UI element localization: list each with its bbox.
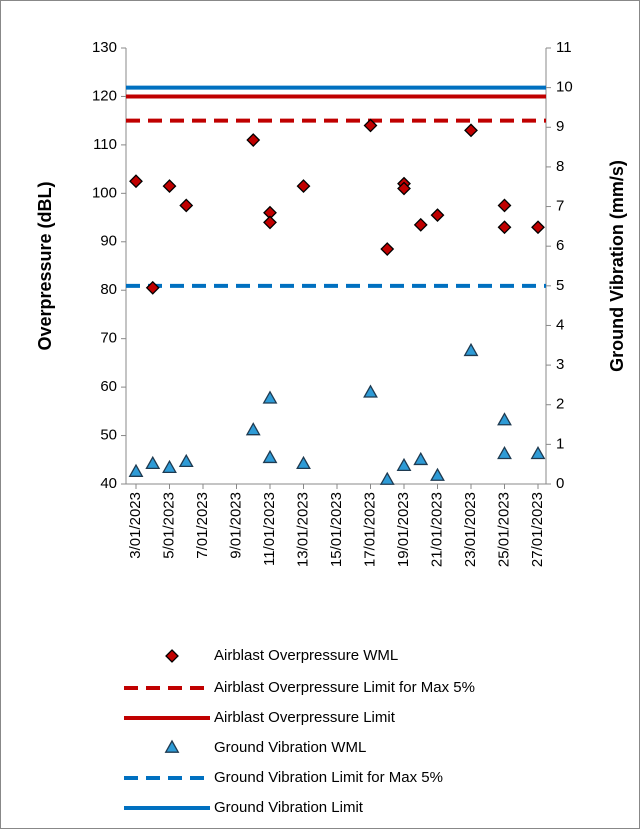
x-tick-label: 5/01/2023	[160, 492, 177, 559]
data-point	[162, 459, 177, 473]
x-tick-label: 7/01/2023	[194, 492, 211, 559]
data-point	[531, 220, 545, 235]
legend-label: Ground Vibration WML	[214, 739, 366, 756]
data-point	[397, 181, 411, 196]
x-tick-label: 23/01/2023	[462, 492, 479, 567]
x-tick-label: 17/01/2023	[361, 492, 378, 567]
x-tick-label: 3/01/2023	[127, 492, 144, 559]
x-tick-label: 25/01/2023	[495, 492, 512, 567]
data-point	[497, 198, 512, 213]
x-tick-label: 19/01/2023	[395, 492, 412, 567]
data-point	[246, 133, 261, 147]
y2-tick-label: 4	[556, 316, 564, 333]
data-point	[413, 451, 429, 466]
y2-tick-label: 10	[556, 79, 573, 96]
data-point	[129, 174, 143, 189]
y-tick-label: 110	[93, 136, 117, 153]
legend-label: Airblast Overpressure Limit	[214, 709, 396, 726]
y2-tick-label: 11	[556, 39, 572, 56]
data-point	[380, 242, 395, 256]
y2-tick-label: 5	[556, 277, 564, 294]
data-point	[162, 179, 177, 193]
y2-tick-label: 2	[556, 396, 564, 413]
y2-axis-title: Ground Vibration (mm/s)	[607, 160, 627, 372]
legend-marker	[164, 739, 180, 753]
data-point	[178, 453, 194, 468]
data-point	[245, 422, 261, 436]
y2-tick-label: 7	[556, 198, 564, 215]
y2-tick-label: 3	[556, 356, 564, 373]
data-point	[145, 455, 161, 470]
data-point	[179, 198, 194, 213]
y-tick-label: 80	[100, 281, 117, 298]
x-tick-label: 21/01/2023	[428, 492, 445, 567]
legend-label: Airblast Overpressure WML	[214, 647, 398, 664]
data-point	[363, 118, 378, 133]
data-point	[379, 471, 395, 485]
legend-label: Ground Vibration Limit	[214, 799, 364, 816]
data-point	[530, 445, 546, 460]
legend-label: Airblast Overpressure Limit for Max 5%	[214, 679, 475, 696]
y-tick-label: 40	[100, 475, 117, 492]
y2-tick-label: 0	[556, 475, 564, 492]
data-point	[396, 457, 412, 472]
y-tick-label: 130	[92, 39, 117, 56]
x-tick-label: 15/01/2023	[328, 492, 345, 567]
data-point	[463, 342, 479, 357]
data-point	[464, 123, 478, 138]
y-tick-label: 70	[100, 330, 117, 347]
data-point	[413, 217, 428, 232]
data-point	[296, 179, 311, 193]
data-point	[497, 220, 512, 235]
y2-tick-label: 9	[556, 118, 564, 135]
data-point	[430, 208, 445, 223]
y-axis-title: Overpressure (dBL)	[35, 181, 55, 350]
data-point	[497, 445, 512, 460]
data-point	[497, 412, 512, 426]
data-point	[430, 467, 445, 481]
data-point	[296, 455, 311, 470]
legend-marker	[165, 649, 179, 663]
x-tick-label: 11/01/2023	[261, 492, 278, 566]
data-point	[128, 463, 144, 477]
y-tick-label: 50	[100, 427, 117, 444]
data-point	[263, 215, 277, 230]
x-tick-label: 27/01/2023	[529, 492, 546, 567]
data-point	[262, 390, 278, 404]
data-point	[145, 280, 160, 295]
y-tick-label: 100	[92, 184, 117, 201]
y-tick-label: 120	[92, 87, 117, 104]
legend-label: Ground Vibration Limit for Max 5%	[214, 769, 443, 786]
y-tick-label: 60	[100, 378, 117, 395]
y2-tick-label: 8	[556, 158, 564, 175]
x-tick-label: 13/01/2023	[294, 492, 311, 567]
x-tick-label: 9/01/2023	[227, 492, 244, 559]
y2-tick-label: 6	[556, 237, 564, 254]
data-point	[363, 384, 378, 398]
y2-tick-label: 1	[556, 435, 564, 452]
y-tick-label: 90	[100, 233, 117, 250]
data-point	[262, 449, 278, 464]
